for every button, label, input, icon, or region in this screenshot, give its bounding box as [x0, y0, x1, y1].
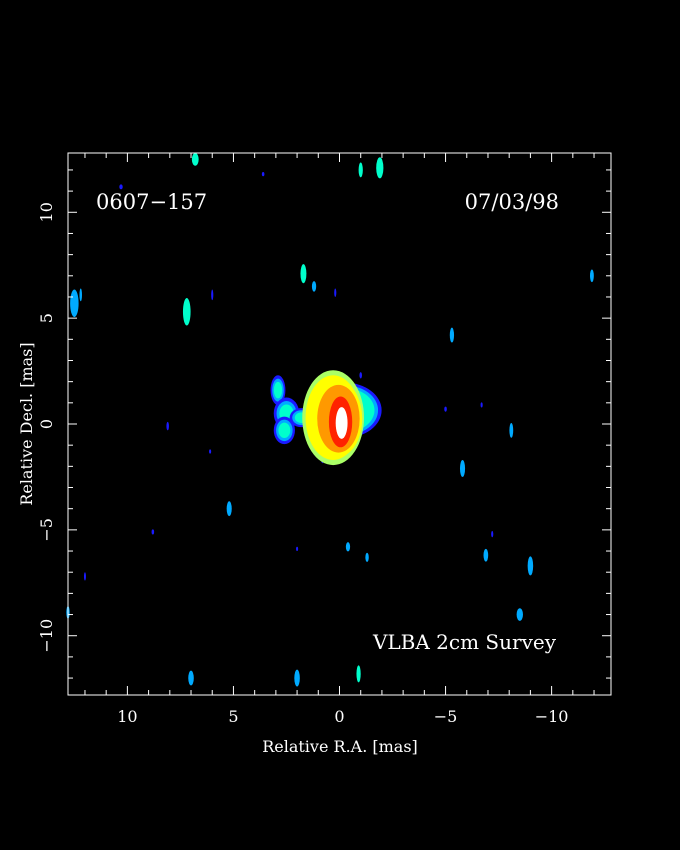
noise-spot-31: [516, 608, 523, 621]
noise-spot-2: [261, 172, 265, 177]
noise-spot-34: [356, 665, 361, 683]
x-tick-label-2: 0: [334, 707, 344, 726]
noise-spot-17: [166, 421, 169, 431]
noise-spot-7: [182, 298, 191, 326]
y-tick-label-0: 10: [37, 202, 56, 222]
noise-spot-20: [459, 459, 466, 477]
noise-spot-27: [483, 548, 489, 562]
survey-annotation: VLBA 2cm Survey: [372, 630, 557, 654]
y-tick-label-4: −10: [37, 619, 56, 653]
noise-spot-18: [209, 449, 212, 454]
emission-map: [66, 153, 594, 687]
noise-spot-21: [226, 501, 232, 517]
x-axis-label: Relative R.A. [mas]: [262, 737, 418, 756]
jet-component-0-level-2: [273, 381, 283, 399]
noise-spot-19: [509, 422, 514, 438]
noise-spot-29: [83, 572, 86, 581]
y-tick-label-2: 0: [37, 419, 56, 429]
x-tick-label-4: −10: [535, 707, 569, 726]
noise-spot-26: [491, 530, 494, 538]
noise-spot-13: [449, 327, 455, 343]
noise-spot-5: [70, 289, 79, 318]
observation-date-label: 07/03/98: [465, 190, 559, 214]
axis-ticks: [68, 153, 611, 695]
y-tick-label-1: 5: [37, 313, 56, 323]
x-tick-label-1: 5: [228, 707, 238, 726]
noise-spot-24: [345, 542, 351, 552]
y-tick-label-3: −5: [37, 518, 56, 542]
noise-spot-23: [296, 546, 299, 552]
noise-spot-25: [365, 552, 369, 563]
noise-spot-16: [480, 402, 483, 408]
noise-spot-11: [334, 288, 337, 297]
noise-spot-3: [358, 162, 363, 178]
noise-spot-28: [527, 556, 534, 576]
jet-component-2-level-2: [278, 422, 291, 439]
noise-spot-10: [311, 281, 317, 292]
source-name-label: 0607−157: [96, 190, 207, 214]
x-tick-label-0: 10: [117, 707, 137, 726]
noise-spot-6: [79, 288, 82, 302]
y-axis-label: Relative Decl. [mas]: [17, 342, 36, 505]
noise-spot-9: [300, 264, 307, 284]
core-component-4-level-7: [335, 407, 348, 439]
noise-spot-14: [359, 372, 362, 379]
x-tick-label-3: −5: [434, 707, 458, 726]
tick-labels: 10 5 0 −5 −10 10 5 0 −5 −10: [37, 202, 568, 726]
noise-spot-15: [444, 406, 447, 412]
noise-spot-0: [191, 153, 199, 166]
noise-spot-32: [188, 670, 194, 686]
noise-spot-1: [119, 184, 123, 190]
noise-spot-4: [376, 157, 384, 179]
noise-spot-8: [211, 289, 214, 301]
noise-spot-22: [151, 529, 155, 535]
noise-spot-33: [294, 669, 300, 687]
noise-spot-12: [590, 269, 594, 283]
